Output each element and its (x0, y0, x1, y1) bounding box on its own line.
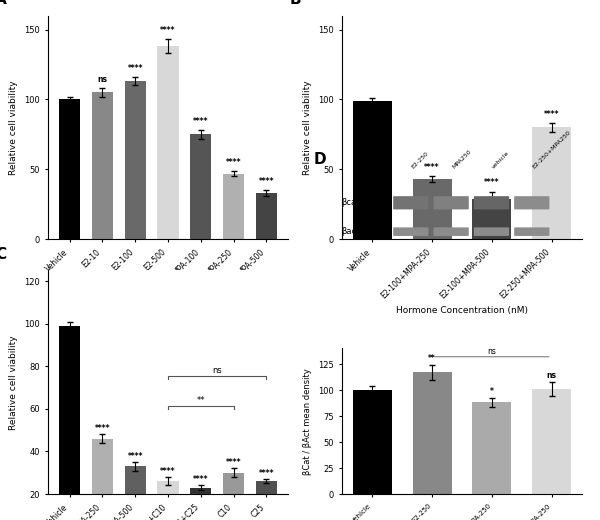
Bar (532, 389, 571, 494)
FancyBboxPatch shape (393, 196, 428, 210)
Bar (59, 326, 80, 520)
Text: ****: **** (259, 469, 274, 478)
Bar (223, 473, 244, 520)
Text: ns: ns (212, 366, 222, 375)
Text: ns: ns (487, 347, 496, 356)
Text: ****: **** (424, 163, 440, 172)
Text: ****: **** (193, 117, 209, 126)
Text: ns: ns (547, 371, 557, 380)
Bar (190, 488, 211, 520)
Bar (157, 481, 179, 520)
Text: ****: **** (160, 26, 176, 35)
Bar (472, 402, 511, 494)
Text: MPA250: MPA250 (451, 149, 472, 170)
Text: ****: **** (95, 424, 110, 433)
Text: *: * (490, 387, 494, 396)
Bar (125, 81, 146, 239)
Text: ****: **** (226, 158, 241, 166)
Text: ****: **** (127, 64, 143, 73)
Text: ns: ns (97, 75, 107, 84)
FancyBboxPatch shape (393, 227, 428, 236)
Text: **: ** (197, 396, 205, 405)
Bar (413, 179, 452, 239)
FancyBboxPatch shape (474, 227, 509, 236)
Bar (157, 46, 179, 239)
Text: ****: **** (544, 110, 559, 119)
Bar (59, 99, 80, 239)
Text: **: ** (428, 354, 436, 363)
Text: βcatenin: βcatenin (341, 198, 378, 207)
Y-axis label: βCat / βAct mean density: βCat / βAct mean density (304, 368, 313, 475)
Bar (92, 439, 113, 520)
Text: βactin: βactin (341, 227, 368, 236)
FancyBboxPatch shape (433, 196, 469, 210)
Text: A: A (0, 0, 7, 7)
Text: B: B (289, 0, 301, 7)
Bar (353, 390, 392, 494)
Text: ****: **** (127, 452, 143, 461)
Bar (92, 93, 113, 239)
Bar (353, 101, 392, 239)
X-axis label: Hormone Concentration (nM): Hormone Concentration (nM) (102, 283, 234, 292)
Bar (256, 193, 277, 239)
FancyBboxPatch shape (514, 196, 550, 210)
Bar (413, 372, 452, 494)
Text: C: C (0, 247, 7, 262)
Text: ****: **** (259, 177, 274, 186)
FancyBboxPatch shape (433, 227, 469, 236)
Bar (256, 481, 277, 520)
Text: ****: **** (193, 475, 209, 485)
Text: ****: **** (160, 467, 176, 476)
Bar (125, 466, 146, 520)
Text: D: D (314, 152, 326, 167)
Text: vehicle: vehicle (491, 151, 511, 170)
Text: E2-250: E2-250 (411, 151, 430, 170)
Bar (190, 134, 211, 239)
X-axis label: Hormone Concentration (nM): Hormone Concentration (nM) (396, 306, 528, 316)
Text: ****: **** (226, 459, 241, 467)
Text: E2-250+MPA250: E2-250+MPA250 (532, 130, 572, 170)
Bar (223, 174, 244, 239)
Y-axis label: Relative cell viability: Relative cell viability (304, 80, 313, 175)
FancyBboxPatch shape (514, 227, 550, 236)
Bar (532, 127, 571, 239)
FancyBboxPatch shape (474, 196, 509, 210)
Text: ****: **** (484, 178, 500, 188)
Bar (472, 199, 511, 239)
Y-axis label: Relative cell viability: Relative cell viability (10, 335, 19, 430)
Y-axis label: Relative cell viability: Relative cell viability (10, 80, 19, 175)
